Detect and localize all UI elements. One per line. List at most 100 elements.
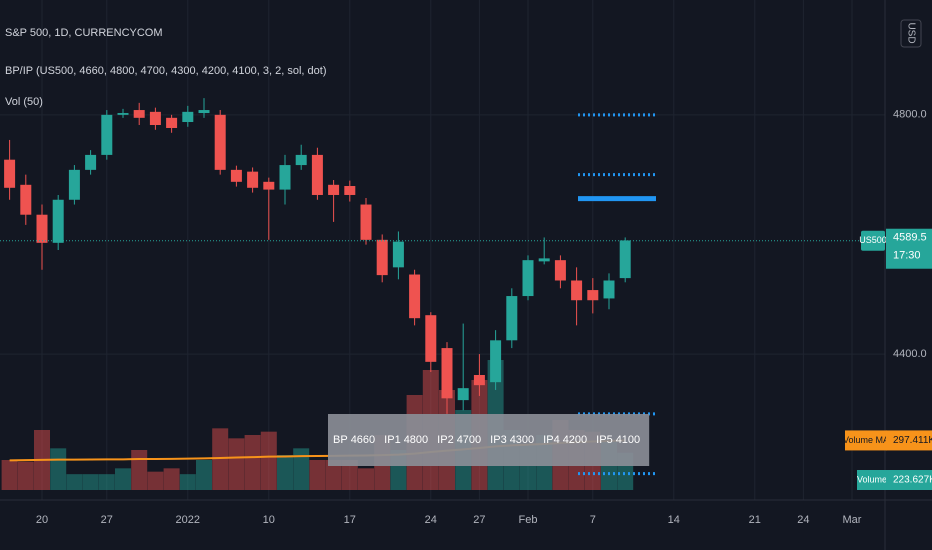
candle-body (457, 388, 469, 401)
volume-tag (857, 470, 887, 490)
volume-bar (260, 431, 277, 490)
volume-value: 223.627K (893, 475, 932, 486)
indicator-legend: Vol (50) (5, 96, 43, 108)
candle-body (603, 280, 615, 299)
volume-bar (98, 474, 115, 490)
candle-body (538, 258, 550, 262)
volume-bar (66, 474, 83, 490)
candle-body (506, 296, 518, 341)
candle-body (247, 171, 259, 188)
symbol-tag-label: US500 (859, 235, 887, 245)
candle-body (117, 113, 129, 115)
price-tag (886, 228, 932, 269)
level-value: 4660 (351, 434, 375, 446)
candle-body (392, 241, 404, 268)
level-name: IP2 (437, 434, 454, 446)
candle-body (328, 184, 340, 195)
countdown-label: 17:30 (893, 250, 921, 262)
volume-bar (293, 448, 310, 490)
candle-body (133, 110, 145, 118)
candle-body (311, 154, 323, 195)
volume-ma-tag (845, 430, 887, 451)
candle-body (587, 290, 599, 301)
level-value: 4700 (457, 434, 481, 446)
volume-bar (196, 460, 212, 490)
candle-body (295, 154, 307, 166)
volume-bar (309, 460, 326, 490)
volume-bar (325, 460, 342, 490)
candle-body (149, 111, 161, 125)
candle-body (52, 199, 64, 243)
levels-label-box (328, 414, 650, 466)
x-tick-label: 2022 (176, 514, 200, 526)
level-value: 4300 (510, 434, 534, 446)
volume-value-tag (886, 470, 932, 490)
candle-body (571, 280, 583, 301)
x-tick-label: Mar (843, 514, 862, 526)
candle-body (198, 110, 210, 114)
volume-bar (1, 460, 18, 490)
volume-bar (50, 448, 67, 490)
volume-bar (341, 460, 358, 490)
x-tick-label: 24 (797, 514, 809, 526)
candle-body (36, 214, 48, 243)
level-name: IP5 (596, 434, 613, 446)
candle-body (101, 114, 113, 155)
volume-bar (277, 455, 293, 490)
y-tick-label: 4400.0 (893, 348, 927, 360)
volume-bar (17, 461, 34, 490)
volume-ma-value-tag (886, 430, 932, 451)
candle-body (554, 260, 566, 281)
candle-body (20, 184, 32, 215)
candle-body (4, 159, 16, 188)
volume-bar (228, 438, 245, 490)
level-value: 4100 (616, 434, 640, 446)
chart-title: S&P 500, 1D, CURRENCYCOM (5, 27, 163, 39)
candle-body (263, 181, 275, 190)
candle-body (473, 375, 485, 386)
volume-bar (131, 450, 148, 490)
candle-body (166, 117, 178, 128)
candle-body (441, 348, 453, 399)
x-tick-label: 7 (590, 514, 596, 526)
candle-body (182, 111, 194, 123)
level-value: 4200 (563, 434, 587, 446)
volume-ma-name: Volume MA (843, 435, 889, 445)
volume-bar (147, 471, 164, 490)
x-tick-label: 14 (668, 514, 680, 526)
level-name: BP (333, 434, 348, 446)
volume-bar (179, 474, 196, 490)
candle-body (214, 114, 226, 170)
x-tick-label: 10 (263, 514, 275, 526)
candle-body (230, 169, 242, 182)
x-tick-label: 24 (425, 514, 437, 526)
level-value: 4800 (404, 434, 428, 446)
x-tick-label: 21 (749, 514, 761, 526)
indicator-legend: BP/IP (US500, 4660, 4800, 4700, 4300, 42… (5, 65, 326, 77)
candle-body (360, 204, 372, 240)
x-tick-label: 17 (344, 514, 356, 526)
volume-bar (212, 428, 229, 490)
x-tick-label: Feb (519, 514, 538, 526)
price-pane (0, 98, 885, 476)
candle-body (619, 240, 631, 279)
currency-button[interactable] (900, 19, 922, 48)
x-tick-label: 27 (101, 514, 113, 526)
candle-body (85, 154, 97, 170)
volume-ma-value: 297.411K (893, 435, 932, 446)
level-name: IP3 (490, 434, 507, 446)
candle-body (344, 186, 356, 195)
symbol-tag (861, 230, 885, 251)
candle-body (522, 260, 534, 297)
candle-body (409, 274, 421, 319)
candle-body (490, 340, 502, 383)
overlay: 4800.0 4400.0 20 27 2022 10 17 24 27 Feb 7 14 21 24 Ma… (36, 109, 932, 526)
candle-body (68, 169, 80, 200)
volume-bar (163, 468, 180, 490)
volume-bar (244, 435, 261, 490)
volume-name: Volume (857, 474, 887, 484)
currency-label[interactable]: USD (905, 22, 916, 43)
volume-bar (115, 468, 131, 490)
level-name: IP1 (384, 434, 401, 446)
volume-bar (82, 474, 99, 490)
